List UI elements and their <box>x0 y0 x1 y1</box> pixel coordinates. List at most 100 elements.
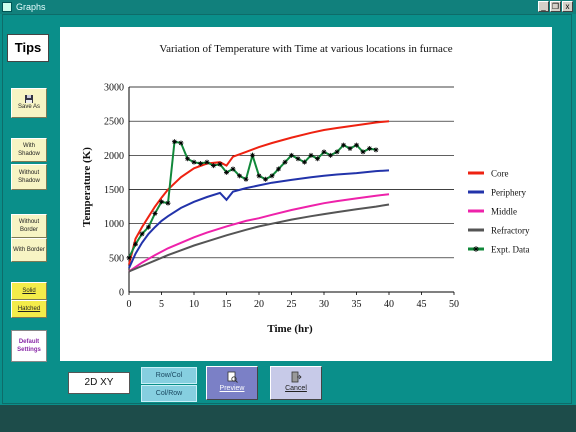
chart-type-field[interactable]: 2D XY <box>68 372 130 394</box>
status-bar <box>0 405 576 432</box>
x-axis-label: Time (hr) <box>267 323 313 335</box>
data-point-marker <box>211 163 216 169</box>
cancel-button[interactable]: Cancel <box>270 366 322 400</box>
data-point-marker <box>146 224 151 230</box>
data-point-marker <box>243 176 249 182</box>
data-point-marker <box>263 176 268 182</box>
data-point-marker <box>256 173 262 179</box>
data-point-marker <box>224 169 229 175</box>
restore-button[interactable]: ❐ <box>550 1 561 12</box>
chart: Variation of Temperature with Time at va… <box>81 43 530 335</box>
data-point-marker <box>373 147 379 153</box>
series-line-core <box>128 120 390 265</box>
x-tick-label: 0 <box>127 299 132 310</box>
y-tick-label: 2500 <box>104 117 124 128</box>
data-point-marker <box>360 149 366 155</box>
y-tick-label: 1500 <box>104 185 124 196</box>
data-point-marker <box>178 140 184 146</box>
data-point-marker <box>347 146 353 151</box>
preview-label: Preview <box>219 385 245 392</box>
data-point-marker <box>282 159 288 165</box>
tips-button[interactable]: Tips <box>7 34 49 62</box>
hatched-button[interactable]: Hatched <box>11 300 47 318</box>
data-point-marker <box>321 149 327 155</box>
data-point-marker <box>230 166 236 172</box>
solid-button[interactable]: Solid <box>11 282 47 300</box>
data-point-marker <box>191 159 197 165</box>
chart-title: Variation of Temperature with Time at va… <box>159 43 452 55</box>
x-tick-label: 40 <box>384 299 394 310</box>
data-point-marker <box>276 166 281 172</box>
data-point-marker <box>295 156 301 162</box>
x-tick-label: 50 <box>449 299 459 310</box>
exit-door-icon <box>291 371 302 383</box>
data-point-marker <box>204 159 210 165</box>
series-line-periphery <box>128 169 390 269</box>
without-shadow-button[interactable]: Without Shadow <box>11 164 47 190</box>
data-point-marker <box>185 156 190 162</box>
x-tick-label: 30 <box>319 299 329 310</box>
save-as-button[interactable]: Save As <box>11 88 47 118</box>
data-point-marker <box>302 159 307 165</box>
data-point-marker <box>354 142 359 148</box>
data-point-marker <box>217 161 223 167</box>
preview-button[interactable]: Preview <box>206 366 258 400</box>
x-tick-label: 15 <box>222 299 232 310</box>
title-bar: Graphs _ ❐ x <box>0 0 576 14</box>
minimize-button[interactable]: _ <box>538 1 549 12</box>
app-icon <box>2 2 12 12</box>
with-shadow-button[interactable]: With Shadow <box>11 138 47 162</box>
x-tick-label: 45 <box>417 299 427 310</box>
data-point-marker <box>133 241 138 247</box>
data-point-marker <box>250 152 255 158</box>
floppy-disk-icon <box>25 95 33 103</box>
data-point-marker <box>334 149 340 155</box>
legend-label: Core <box>491 169 509 179</box>
x-tick-label: 20 <box>254 299 264 310</box>
save-as-label: Save As <box>17 104 40 110</box>
data-point-marker <box>172 139 177 145</box>
x-tick-label: 5 <box>159 299 164 310</box>
data-point-marker <box>126 255 132 261</box>
chart-panel: Variation of Temperature with Time at va… <box>60 27 552 361</box>
y-tick-label: 2000 <box>104 151 124 162</box>
print-preview-icon <box>227 371 238 383</box>
window-title: Graphs <box>16 2 46 12</box>
data-point-marker <box>289 152 294 158</box>
col-row-button[interactable]: Col/Row <box>141 385 197 402</box>
data-point-marker <box>139 231 145 237</box>
without-border-button[interactable]: Without Border <box>11 214 47 238</box>
data-point-marker <box>159 199 164 205</box>
x-tick-label: 10 <box>189 299 199 310</box>
y-tick-label: 3000 <box>104 83 124 94</box>
legend-label: Periphery <box>491 188 526 198</box>
window-frame <box>2 14 572 404</box>
series-line-expt-data <box>128 140 377 259</box>
with-border-button[interactable]: With Border <box>11 238 47 262</box>
legend-label: Expt. Data <box>491 245 530 255</box>
data-point-marker <box>308 152 314 158</box>
row-col-button[interactable]: Row/Col <box>141 367 197 384</box>
y-tick-label: 0 <box>119 288 124 299</box>
series-line-refractory <box>128 203 390 273</box>
y-axis-label: Temperature (K) <box>81 147 93 227</box>
close-button[interactable]: x <box>562 1 573 12</box>
data-point-marker <box>237 173 242 179</box>
legend-marker <box>473 246 479 252</box>
x-tick-label: 25 <box>287 299 297 310</box>
series-line-middle <box>128 193 390 273</box>
data-point-marker <box>152 210 158 216</box>
data-point-marker <box>328 152 333 158</box>
data-point-marker <box>341 142 346 148</box>
data-point-marker <box>198 161 203 167</box>
y-tick-label: 1000 <box>104 219 124 230</box>
legend-label: Middle <box>491 207 517 217</box>
data-point-marker <box>165 200 171 206</box>
x-tick-label: 35 <box>352 299 362 310</box>
cancel-label: Cancel <box>285 385 307 392</box>
data-point-marker <box>269 173 275 179</box>
default-settings-button[interactable]: Default Settings <box>11 330 47 362</box>
data-point-marker <box>367 146 372 151</box>
y-tick-label: 500 <box>109 253 124 264</box>
data-point-marker <box>315 156 320 162</box>
